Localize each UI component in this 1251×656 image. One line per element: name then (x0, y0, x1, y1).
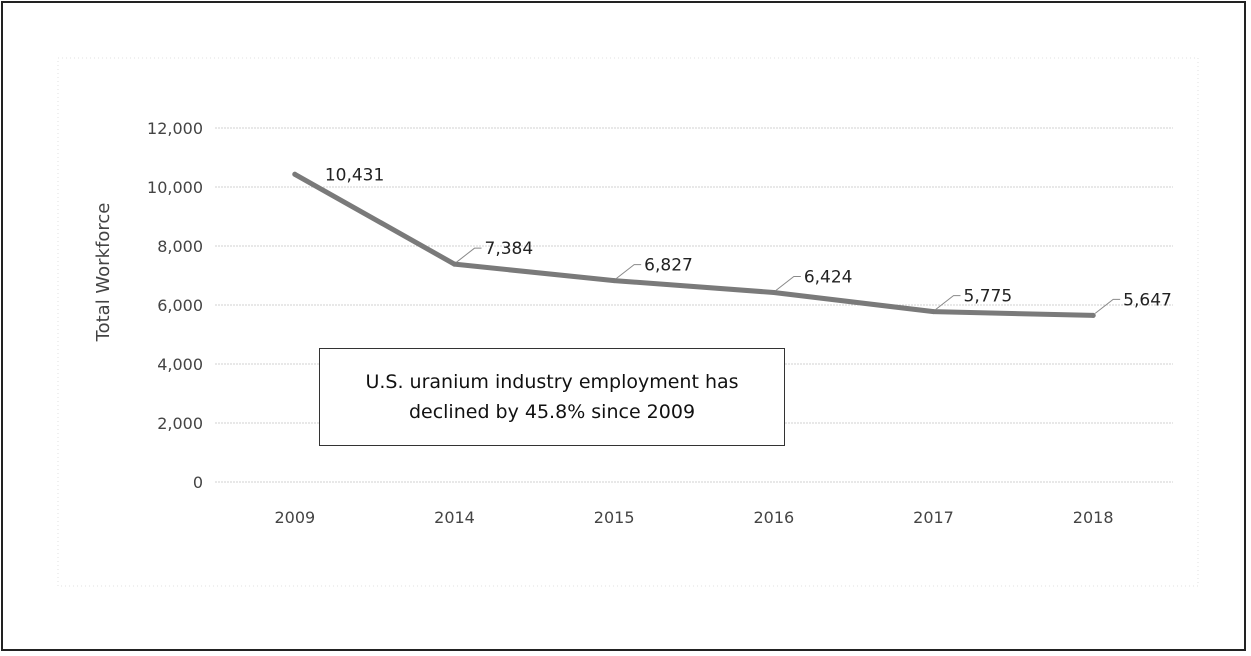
x-tick-label: 2017 (913, 508, 954, 527)
y-tick-label: 12,000 (147, 119, 203, 138)
data-point (611, 278, 617, 284)
y-axis-title: Total Workforce (93, 203, 114, 343)
x-tick-label: 2014 (434, 508, 475, 527)
data-point (292, 171, 298, 177)
data-point (1090, 312, 1096, 318)
y-tick-label: 10,000 (147, 178, 203, 197)
data-point (452, 261, 457, 267)
leader-line (935, 295, 961, 311)
x-tick-label: 2018 (1073, 508, 1114, 527)
x-tick-label: 2009 (274, 508, 315, 527)
leader-line (775, 275, 801, 291)
series-line (292, 171, 1096, 318)
x-axis-ticks: 2009 2014 2015 2016 2017 2018 (274, 508, 1113, 527)
annotation-callout: U.S. uranium industry employment has dec… (319, 348, 785, 446)
data-labels: 10,431 7,384 6,827 6,424 5,775 5,647 (325, 165, 1172, 314)
y-tick-label: 4,000 (157, 355, 203, 374)
y-axis-ticks: 0 2,000 4,000 6,000 8,000 10,000 12,000 (147, 119, 203, 492)
data-label: 7,384 (485, 239, 534, 259)
data-label: 6,827 (644, 256, 693, 276)
y-tick-label: 8,000 (157, 237, 203, 256)
data-label: 10,431 (325, 165, 384, 185)
data-point (931, 309, 936, 315)
x-tick-label: 2015 (594, 508, 635, 527)
data-label: 5,775 (964, 287, 1013, 307)
y-tick-label: 2,000 (157, 414, 203, 433)
leader-line (1094, 298, 1121, 314)
data-label: 5,647 (1123, 290, 1172, 310)
annotation-text: U.S. uranium industry employment has dec… (365, 371, 739, 423)
series-layer (292, 171, 1096, 318)
x-tick-label: 2016 (753, 508, 794, 527)
data-point (771, 289, 777, 295)
y-tick-label: 6,000 (157, 296, 203, 315)
y-tick-label: 0 (193, 473, 203, 492)
chart-area-outline (57, 57, 1199, 587)
leader-line (456, 247, 482, 263)
leader-line (615, 264, 642, 279)
data-label: 6,424 (804, 267, 853, 287)
